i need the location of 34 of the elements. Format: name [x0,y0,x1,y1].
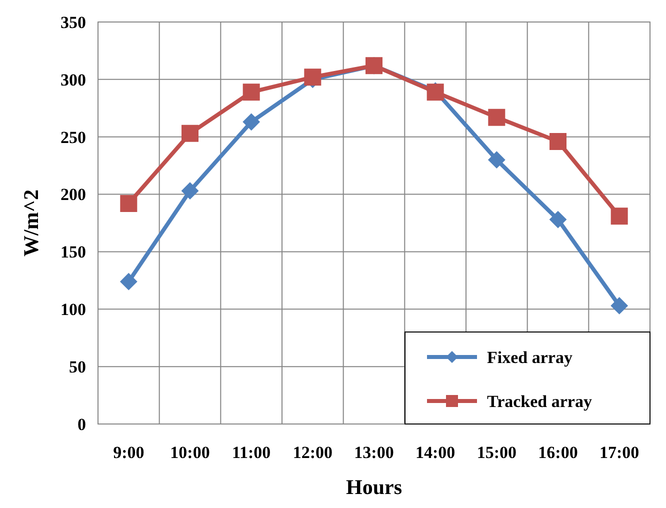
point [242,113,260,130]
point [610,297,628,314]
y-tick-label: 0 [78,414,86,434]
x-tick-label: 16:00 [538,443,578,462]
x-axis-title: Hours [346,475,402,499]
x-tick-label: 14:00 [415,443,456,462]
y-tick-label: 200 [60,185,86,204]
y-tick-label: 250 [60,128,86,147]
point [550,211,566,228]
x-tick-label: 10:00 [170,443,210,462]
point [182,124,198,142]
point [304,68,322,86]
point [120,194,138,212]
point [182,182,198,200]
point [242,84,260,101]
legend-label: Fixed array [487,348,573,367]
x-tick-label: 17:00 [599,443,640,462]
y-axis-title: W/m^2 [19,189,43,257]
point [120,273,138,290]
y-tick-label: 100 [60,300,86,320]
point [488,108,506,126]
x-tick-label: 13:00 [354,443,394,462]
x-tick-label: 12:00 [292,443,333,462]
point [610,208,628,225]
y-tick-label: 300 [60,70,86,90]
legend-label: Tracked array [487,392,592,411]
y-tick-label: 350 [60,12,86,32]
x-tick-label: 15:00 [476,443,517,462]
point [550,132,566,150]
point [488,151,506,168]
x-tick-label: 9:00 [113,443,144,462]
y-tick-label: 50 [69,358,86,377]
x-tick-label: 11:00 [232,443,271,462]
y-tick-label: 150 [60,242,86,262]
